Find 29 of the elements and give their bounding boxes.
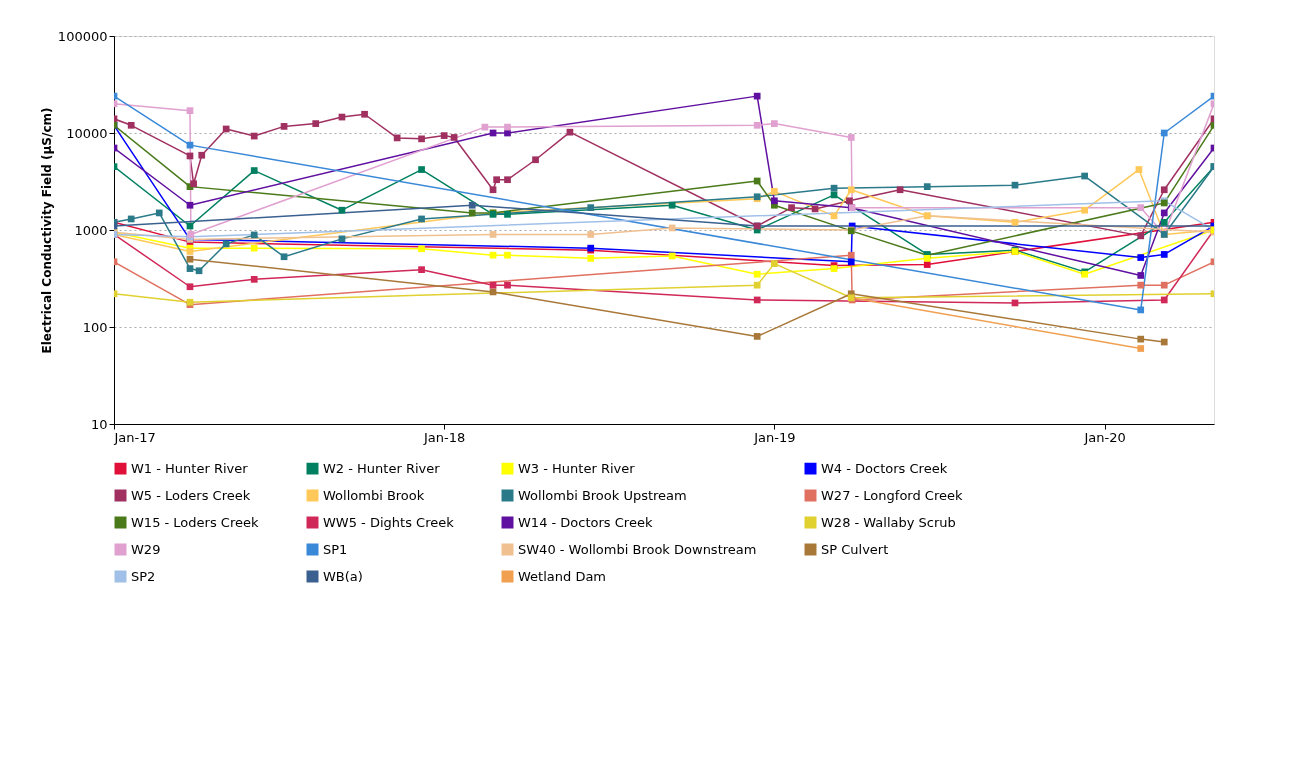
legend-label: W1 - Hunter River	[131, 460, 249, 476]
legend-label: SP1	[323, 541, 348, 557]
legend-label: W2 - Hunter River	[323, 460, 441, 476]
y-tick-label: 10	[90, 416, 108, 432]
legend-label: W14 - Doctors Creek	[518, 514, 653, 530]
y-tick-label: 100	[82, 319, 108, 335]
legend-label: W4 - Doctors Creek	[821, 460, 948, 476]
legend-label: SP2	[131, 568, 156, 584]
legend-label: W29	[131, 541, 161, 557]
legend-label: W3 - Hunter River	[518, 460, 636, 476]
legend-label: WB(a)	[323, 568, 363, 584]
y-axis-title: Electrical Conductivity Field (µS/cm)	[39, 107, 54, 354]
legend-label: SP Culvert	[821, 541, 889, 557]
legend-label: W5 - Loders Creek	[131, 487, 251, 503]
x-tick-label: Jan-17	[113, 429, 156, 445]
legend-label: W15 - Loders Creek	[131, 514, 259, 530]
legend-label: Wollombi Brook Upstream	[518, 487, 687, 503]
y-tick-label: 10000	[66, 125, 108, 141]
x-tick-label: Jan-19	[753, 429, 796, 445]
legend-label: WW5 - Dights Creek	[323, 514, 455, 530]
x-tick-label: Jan-18	[423, 429, 466, 445]
legend-label: Wetland Dam	[518, 568, 607, 584]
legend-label: SW40 - Wollombi Brook Downstream	[518, 541, 757, 557]
y-tick-label: 1000	[74, 222, 108, 238]
legend-label: W27 - Longford Creek	[821, 487, 963, 503]
legend-label: Wollombi Brook	[323, 487, 425, 503]
y-tick-label: 100000	[57, 28, 108, 44]
legend-label: W28 - Wallaby Scrub	[821, 514, 956, 530]
x-tick-label: Jan-20	[1083, 429, 1126, 445]
